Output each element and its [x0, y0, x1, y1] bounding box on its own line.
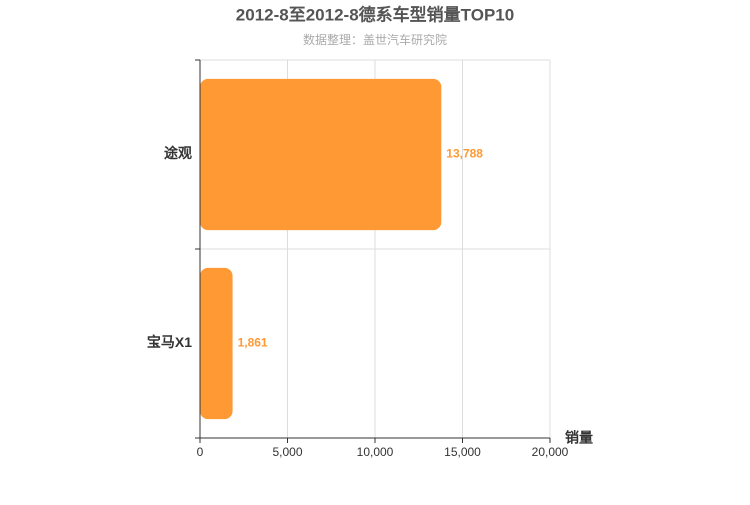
x-tick-label: 10,000 — [357, 445, 394, 459]
y-tick-label: 途观 — [164, 145, 192, 161]
y-tick-label: 宝马X1 — [147, 334, 192, 350]
value-label: 1,861 — [238, 336, 268, 350]
x-tick-label: 20,000 — [532, 445, 569, 459]
chart-subtitle: 数据整理：盖世汽车研究院 — [303, 32, 447, 47]
value-label: 13,788 — [446, 147, 483, 161]
x-tick-label: 15,000 — [444, 445, 481, 459]
x-tick-label: 0 — [197, 445, 204, 459]
chart-title: 2012-8至2012-8德系车型销量TOP10 — [236, 4, 514, 24]
x-tick-label: 5,000 — [272, 445, 302, 459]
x-axis-label: 销量 — [565, 430, 593, 446]
bar — [200, 78, 442, 231]
bar — [200, 267, 233, 420]
